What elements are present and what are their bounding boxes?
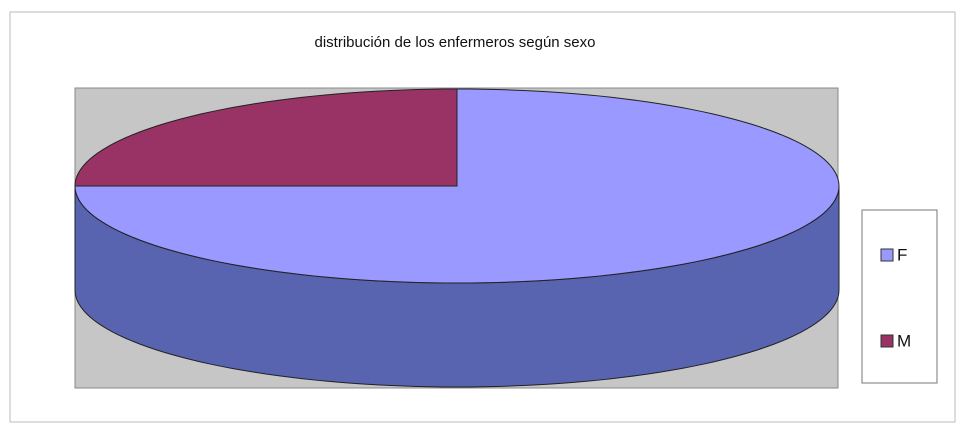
- pie-slice: [74, 88, 458, 187]
- legend-swatch: [880, 248, 894, 262]
- legend-box: [861, 209, 938, 384]
- chart-title: distribución de los enfermeros según sex…: [315, 34, 596, 51]
- legend-label: M: [897, 331, 911, 350]
- legend-swatch: [880, 334, 894, 348]
- legend-label: F: [897, 245, 907, 264]
